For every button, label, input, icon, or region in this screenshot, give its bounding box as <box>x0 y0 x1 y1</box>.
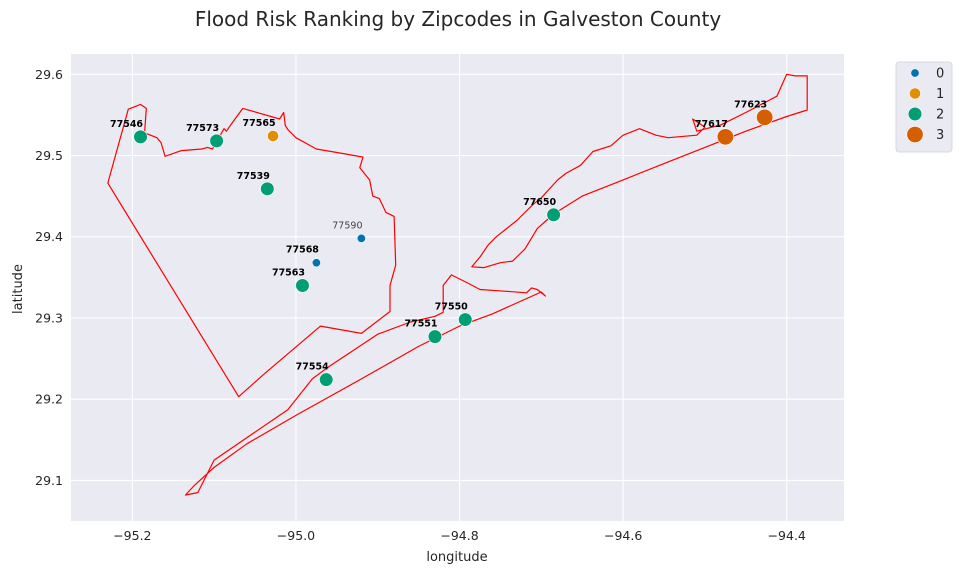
point-77617 <box>716 128 734 146</box>
x-tick-labels: −95.2 −95.0 −94.8 −94.6 −94.4 <box>113 528 806 543</box>
zip-label-77568: 77568 <box>286 245 319 256</box>
zip-label-77546: 77546 <box>110 119 143 130</box>
legend-label: 1 <box>936 87 944 102</box>
x-tick-label: −95.0 <box>277 528 315 543</box>
zip-label-77573: 77573 <box>186 123 219 134</box>
legend-marker <box>907 106 923 122</box>
zip-label-77539: 77539 <box>237 171 270 182</box>
y-tick-label: 29.6 <box>35 67 63 82</box>
legend-marker <box>910 68 920 78</box>
point-77554 <box>319 372 334 387</box>
zip-label-77550: 77550 <box>435 302 468 313</box>
data-points <box>133 108 774 387</box>
x-tick-label: −94.6 <box>604 528 642 543</box>
point-77550 <box>458 312 473 327</box>
boundary-mainland <box>107 103 397 398</box>
point-77568 <box>311 258 321 268</box>
point-77551 <box>427 329 443 344</box>
y-axis-label: latitude <box>11 264 26 314</box>
zip-label-77554: 77554 <box>296 362 329 373</box>
y-tick-label: 29.1 <box>35 473 63 488</box>
x-tick-label: −94.8 <box>440 528 478 543</box>
legend: 0 1 2 3 <box>895 61 953 153</box>
point-77650 <box>546 207 561 222</box>
zip-label-77590: 77590 <box>332 220 362 231</box>
point-77623 <box>756 108 774 126</box>
chart-title: Flood Risk Ranking by Zipcodes in Galves… <box>195 7 721 31</box>
boundary-island <box>184 274 547 496</box>
point-77565 <box>267 130 279 142</box>
point-77563 <box>295 278 310 293</box>
zip-label-77551: 77551 <box>404 319 437 330</box>
y-tick-label: 29.4 <box>35 229 63 244</box>
point-77590 <box>356 233 366 243</box>
zip-labels: 77546 77573 77565 77539 77590 77568 77563 77554… <box>110 99 767 372</box>
legend-label: 3 <box>936 128 944 143</box>
legend-label: 2 <box>936 108 944 123</box>
legend-marker <box>906 126 924 144</box>
x-axis-label: longitude <box>426 550 487 565</box>
boundary-bolivar <box>471 73 808 269</box>
zip-label-77565: 77565 <box>243 118 276 129</box>
legend-marker <box>909 87 921 100</box>
y-tick-label: 29.3 <box>35 310 63 325</box>
point-77573 <box>209 133 224 149</box>
x-tick-label: −95.2 <box>113 528 151 543</box>
legend-label: 0 <box>936 67 944 82</box>
y-tick-label: 29.2 <box>35 392 63 407</box>
x-tick-label: −94.4 <box>768 528 806 543</box>
county-boundary <box>107 73 808 496</box>
point-77546 <box>133 129 148 144</box>
grid-lines <box>71 54 844 521</box>
point-77539 <box>260 181 275 196</box>
zip-label-77617: 77617 <box>695 119 728 130</box>
zip-label-77563: 77563 <box>272 267 305 278</box>
plot-area <box>71 54 844 521</box>
zip-label-77623: 77623 <box>734 99 767 110</box>
zip-label-77650: 77650 <box>523 197 556 208</box>
y-tick-labels: 29.1 29.2 29.3 29.4 29.5 29.6 <box>35 67 63 488</box>
y-tick-label: 29.5 <box>35 148 63 163</box>
